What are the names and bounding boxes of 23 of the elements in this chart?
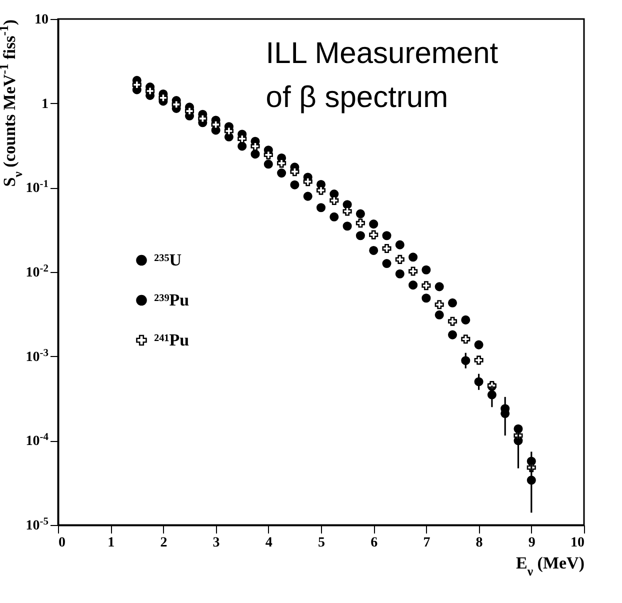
x-tick-label: 3: [212, 536, 220, 550]
x-tick-label: 4: [265, 536, 272, 550]
legend-label: ²³⁵U: [154, 250, 182, 270]
y-tick-label: 10$^{-5}$: [26, 516, 48, 534]
y-tick-label: 10$^{-4}$: [26, 432, 50, 450]
x-tick-label: 9: [528, 536, 536, 550]
x-tick-label: 7: [423, 536, 430, 550]
y-tick-label: 1: [42, 96, 48, 112]
y-tick-label: 10$^{-2}$: [26, 263, 48, 280]
legend-label: ²⁴¹Pu: [154, 330, 190, 350]
x-tick-label: 0: [58, 536, 66, 550]
annotation: ILL Measurement of β spectrum: [266, 37, 499, 114]
y-tick-label: 10: [34, 12, 48, 28]
x-tick-label: 10: [570, 536, 584, 550]
legend-label: ²³⁹Pu: [154, 290, 190, 310]
x-tick-label: 8: [476, 536, 483, 550]
x-tick-label: 1: [108, 536, 115, 550]
x-tick-label: 2: [160, 536, 168, 550]
x-tick-label: 5: [318, 536, 325, 550]
x-tick-label: 6: [370, 536, 378, 550]
x-axis-title: E$_{ν}$ (MeV): [516, 554, 584, 578]
y-tick-label: 10$^{-3}$: [26, 347, 48, 365]
y-tick-label: 10$^{-1}$: [26, 178, 48, 196]
